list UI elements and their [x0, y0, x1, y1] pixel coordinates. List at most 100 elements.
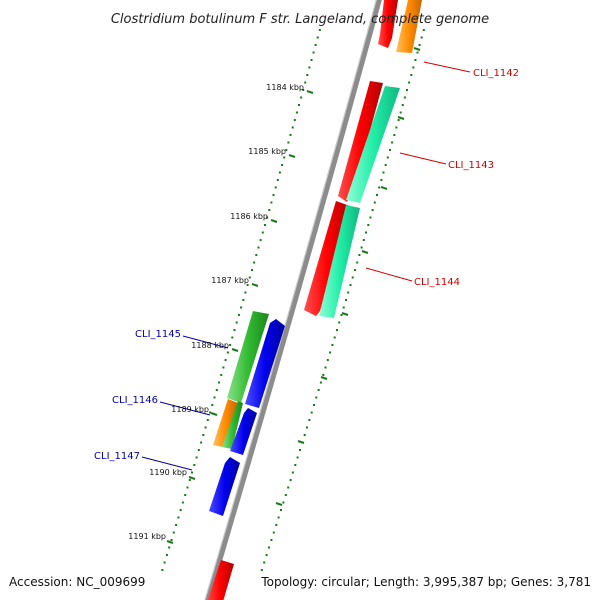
- tick-dot: [317, 389, 320, 391]
- tick-dot: [197, 449, 200, 451]
- gene-label-cli-1147[interactable]: CLI_1147: [94, 451, 140, 462]
- tick-dot: [191, 471, 193, 474]
- tick-dot: [416, 51, 419, 54]
- gene-cli-1144[interactable]: [304, 201, 350, 316]
- gene-label-cli-1146[interactable]: CLI_1146: [112, 395, 158, 406]
- tick-dot: [296, 456, 299, 459]
- tick-dot: [268, 546, 270, 549]
- tick-dot: [397, 119, 400, 121]
- tick-dot: [195, 456, 198, 459]
- tick-dot: [177, 516, 180, 519]
- tick-dot: [298, 104, 300, 106]
- tick-dot: [291, 471, 294, 474]
- gene-red-bottom[interactable]: [206, 560, 234, 600]
- tick-dot: [161, 569, 164, 571]
- gene-label-cli-1144[interactable]: CLI_1144: [414, 277, 460, 288]
- tick-dot: [393, 134, 396, 136]
- tick-dot: [340, 314, 343, 316]
- outer-tick: [380, 186, 388, 190]
- rna-feature-orange-top[interactable]: [396, 0, 422, 53]
- gene-label-cli-1142[interactable]: CLI_1142: [473, 68, 519, 79]
- tick-dot: [186, 486, 189, 489]
- tick-dot: [280, 509, 282, 511]
- tick-dot: [422, 29, 425, 31]
- topology-text: Topology: circular; Length: 3,995,387 bp…: [260, 575, 591, 589]
- tick-dot: [213, 396, 216, 399]
- feature-teal-lower[interactable]: [319, 205, 360, 318]
- gene-label-cli-1143[interactable]: CLI_1143: [448, 160, 494, 171]
- tick-dot: [306, 426, 308, 429]
- gene-cli-1146[interactable]: [213, 399, 238, 448]
- major-tick: [251, 283, 259, 287]
- major-tick: [166, 540, 174, 544]
- tick-dot: [282, 501, 285, 504]
- tick-dot: [274, 186, 277, 189]
- tick-dot: [318, 29, 321, 31]
- gene-label-cli-1145[interactable]: CLI_1145: [135, 329, 181, 340]
- tick-dot: [175, 524, 178, 526]
- feature-green-1146[interactable]: [222, 401, 243, 449]
- tick-dot: [209, 411, 212, 414]
- gene-cli-1147[interactable]: [209, 457, 240, 516]
- tick-dot: [222, 366, 225, 369]
- tick-dot: [376, 194, 378, 196]
- tick-dot: [218, 381, 220, 384]
- major-tick: [231, 348, 239, 352]
- tick-dot: [312, 51, 315, 54]
- tick-dot: [266, 216, 269, 219]
- tick-dot: [193, 464, 196, 466]
- forward-strand-features: [206, 0, 422, 600]
- tick-dot: [263, 561, 266, 564]
- feature-teal-upper[interactable]: [346, 86, 400, 203]
- tick-dot: [382, 171, 385, 174]
- tick-dot: [275, 524, 278, 526]
- tick-dot: [248, 276, 251, 279]
- outer-tick: [297, 440, 305, 444]
- tick-dot: [260, 569, 263, 571]
- tick-dot: [184, 494, 187, 496]
- tick-dot: [373, 201, 376, 204]
- gene-blue-1146[interactable]: [230, 408, 257, 455]
- tick-dot: [414, 59, 417, 61]
- tick-dot: [306, 74, 309, 76]
- major-tick: [188, 476, 196, 480]
- tick-dot: [310, 411, 313, 414]
- outer-tick-track: [260, 29, 425, 571]
- tick-dot: [215, 389, 218, 391]
- tick-dot: [233, 329, 236, 331]
- tick-dot: [371, 209, 374, 211]
- gene-blue-1145b[interactable]: [245, 319, 285, 408]
- tick-dot: [304, 81, 307, 84]
- tick-dot: [251, 269, 253, 271]
- tick-dot: [276, 179, 279, 181]
- tick-dot: [322, 374, 325, 376]
- gene-cli-1143[interactable]: [338, 81, 383, 202]
- kbp-label: 1184 kbp: [266, 83, 304, 92]
- major-tick: [210, 412, 218, 416]
- tick-dot: [308, 66, 311, 69]
- tick-dot: [253, 261, 256, 264]
- tick-dot: [399, 111, 402, 114]
- tick-dot: [170, 539, 173, 541]
- tick-dot: [319, 381, 322, 384]
- gene-labels: CLI_1142 CLI_1143 CLI_1144 CLI_1145 CLI_…: [94, 68, 519, 462]
- reverse-strand-features: [209, 311, 285, 516]
- tick-dot: [200, 441, 203, 444]
- tick-dot: [270, 201, 273, 204]
- tick-dot: [331, 344, 334, 346]
- tick-dot: [336, 329, 338, 331]
- tick-dot: [329, 351, 332, 354]
- tick-dot: [231, 336, 234, 339]
- tick-dot: [410, 74, 413, 76]
- gene-cli-1145[interactable]: [227, 311, 269, 403]
- tick-dot: [295, 111, 298, 114]
- tick-dot: [380, 179, 383, 181]
- gene-cli-1142[interactable]: [378, 0, 398, 48]
- tick-dot: [391, 141, 394, 144]
- tick-dot: [261, 231, 264, 234]
- tick-dot: [389, 149, 391, 151]
- tick-dot: [395, 126, 398, 129]
- outer-tick: [320, 376, 328, 380]
- tick-dot: [188, 479, 191, 481]
- tick-dot: [272, 531, 275, 534]
